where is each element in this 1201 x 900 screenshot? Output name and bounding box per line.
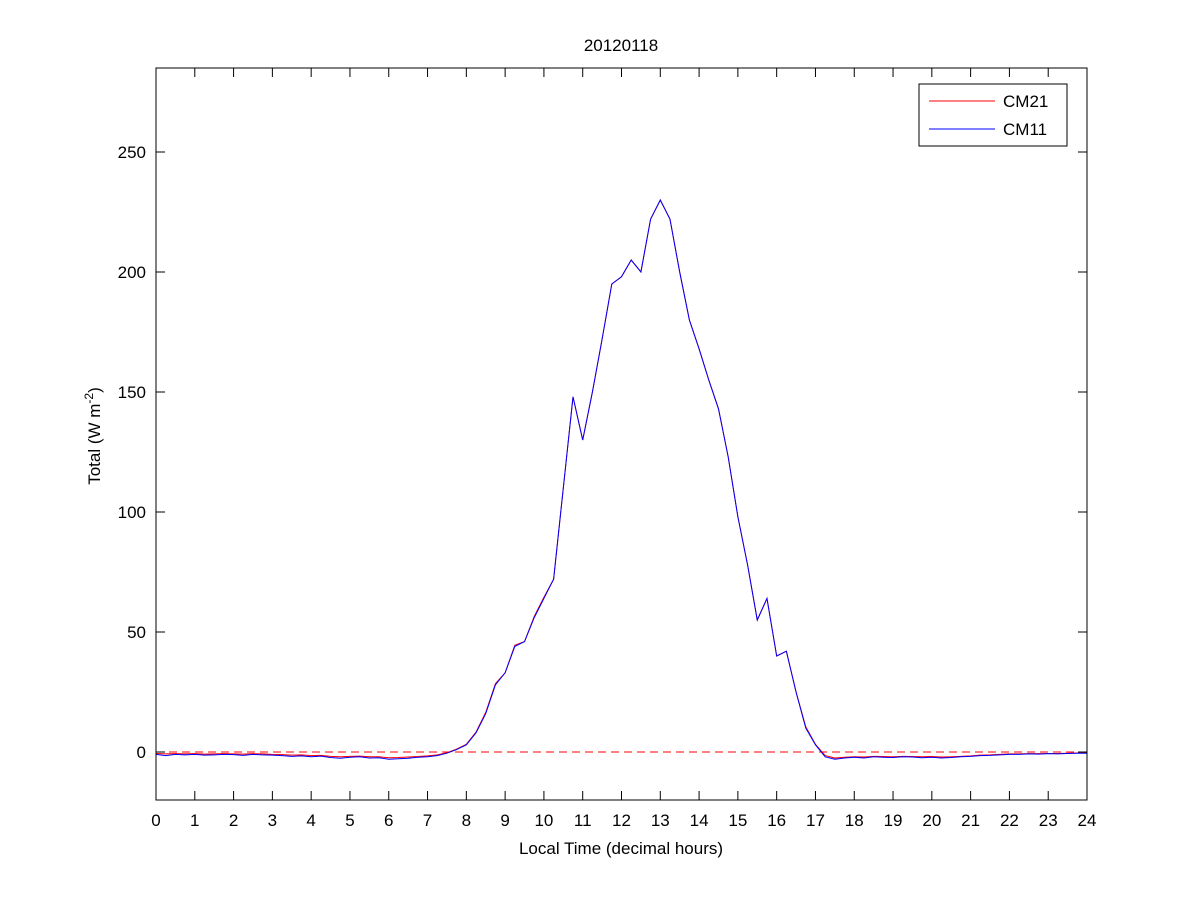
x-tick-label: 22 bbox=[1000, 811, 1019, 830]
x-tick-label: 12 bbox=[612, 811, 631, 830]
x-tick-label: 9 bbox=[500, 811, 509, 830]
y-label-suffix: ) bbox=[85, 387, 104, 393]
x-tick-label: 6 bbox=[384, 811, 393, 830]
y-tick-label: 0 bbox=[137, 743, 146, 762]
y-tick-label: 100 bbox=[118, 503, 146, 522]
y-tick-label: 200 bbox=[118, 263, 146, 282]
x-tick-label: 2 bbox=[229, 811, 238, 830]
y-axis-label: Total (W m-2) bbox=[82, 387, 104, 485]
legend-box bbox=[918, 83, 1068, 147]
x-tick-label: 24 bbox=[1078, 811, 1097, 830]
x-tick-label: 17 bbox=[806, 811, 825, 830]
y-tick-label: 150 bbox=[118, 383, 146, 402]
x-tick-label: 19 bbox=[884, 811, 903, 830]
x-tick-label: 1 bbox=[190, 811, 199, 830]
x-tick-label: 8 bbox=[462, 811, 471, 830]
x-tick-label: 14 bbox=[690, 811, 709, 830]
x-tick-label: 0 bbox=[151, 811, 160, 830]
y-label-text: Total (W m bbox=[85, 404, 104, 485]
x-tick-label: 23 bbox=[1039, 811, 1058, 830]
x-tick-label: 5 bbox=[345, 811, 354, 830]
x-tick-label: 16 bbox=[767, 811, 786, 830]
legend: CM21 CM11 bbox=[918, 83, 1068, 147]
x-axis-label: Local Time (decimal hours) bbox=[519, 839, 723, 858]
x-tick-label: 18 bbox=[845, 811, 864, 830]
data-line bbox=[155, 198, 1087, 760]
x-tick-label: 15 bbox=[728, 811, 747, 830]
x-tick-label: 20 bbox=[922, 811, 941, 830]
chart-title: 20120118 bbox=[584, 36, 658, 55]
x-tick-label: 13 bbox=[651, 811, 670, 830]
x-tick-label: 7 bbox=[423, 811, 432, 830]
y-tick-label: 250 bbox=[118, 143, 146, 162]
y-tick-label: 50 bbox=[127, 623, 146, 642]
y-label-sup: -2 bbox=[82, 393, 96, 404]
x-tick-label: 11 bbox=[574, 811, 592, 830]
legend-label: CM11 bbox=[1003, 120, 1047, 139]
legend-label: CM21 bbox=[1003, 92, 1048, 111]
x-tick-label: 10 bbox=[534, 811, 553, 830]
x-tick-label: 3 bbox=[268, 811, 277, 830]
x-tick-label: 21 bbox=[961, 811, 980, 830]
x-tick-label: 4 bbox=[306, 811, 315, 830]
